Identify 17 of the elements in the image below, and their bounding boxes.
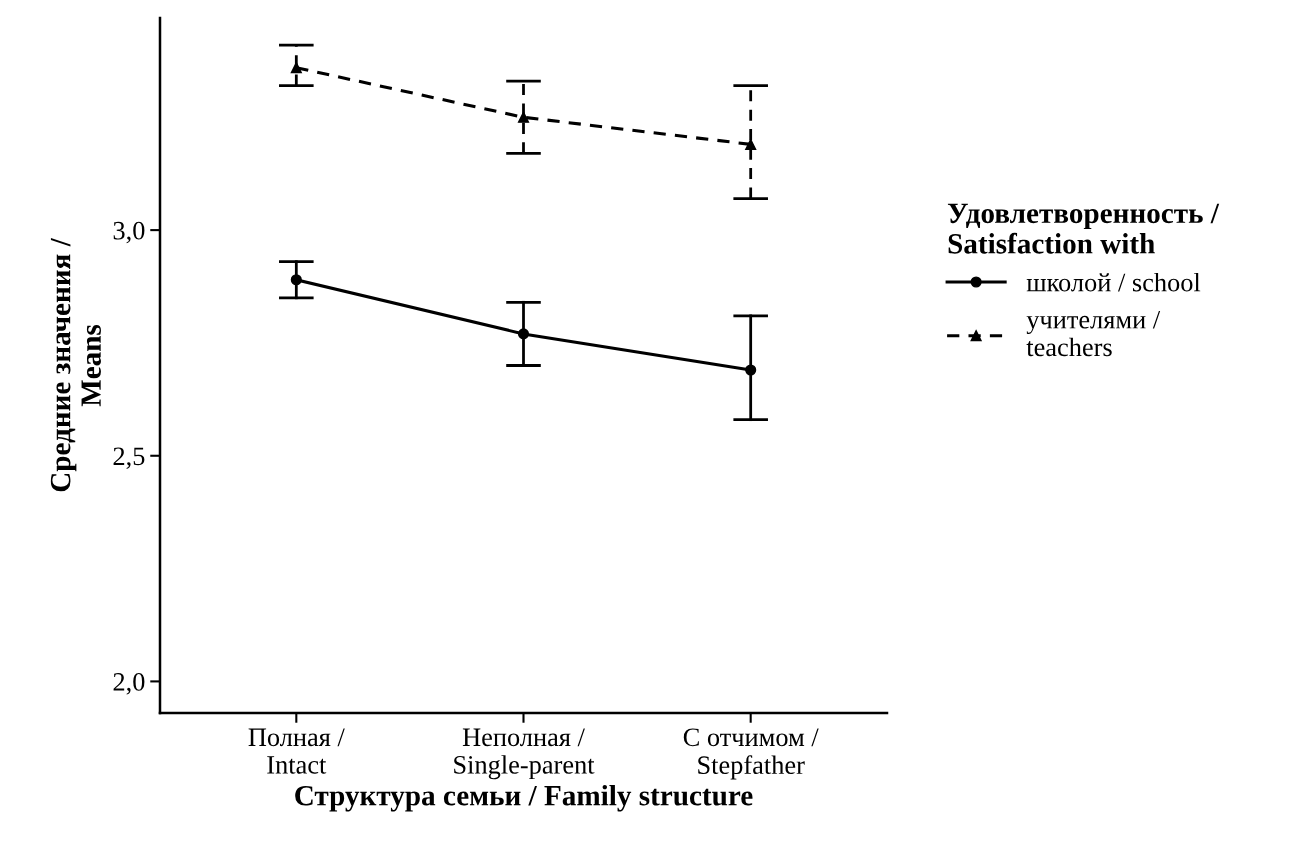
legend-title: Удовлетворенность / Satisfaction with (947, 203, 1220, 254)
x-tick-label: С отчимом / Stepfather (683, 728, 819, 780)
y-axis-title: Средние значения / Means (50, 237, 101, 492)
y-tick-label: 3,0 (113, 221, 145, 244)
x-axis-title: Структура семьи / Family structure (295, 784, 753, 812)
y-tick-label: 2,5 (113, 447, 145, 469)
point (517, 328, 530, 340)
point (745, 138, 757, 150)
legend-label: учителями / teachers (1026, 310, 1161, 357)
legend-label: школой / school (1026, 272, 1201, 292)
point (290, 62, 302, 74)
point (517, 111, 530, 123)
x-tick-label: Неполная / Single-parent (454, 728, 595, 780)
y-tick-label: 2,0 (113, 673, 145, 695)
point (290, 274, 302, 286)
x-tick-label: Полная / Intact (248, 728, 345, 774)
point (745, 364, 757, 376)
